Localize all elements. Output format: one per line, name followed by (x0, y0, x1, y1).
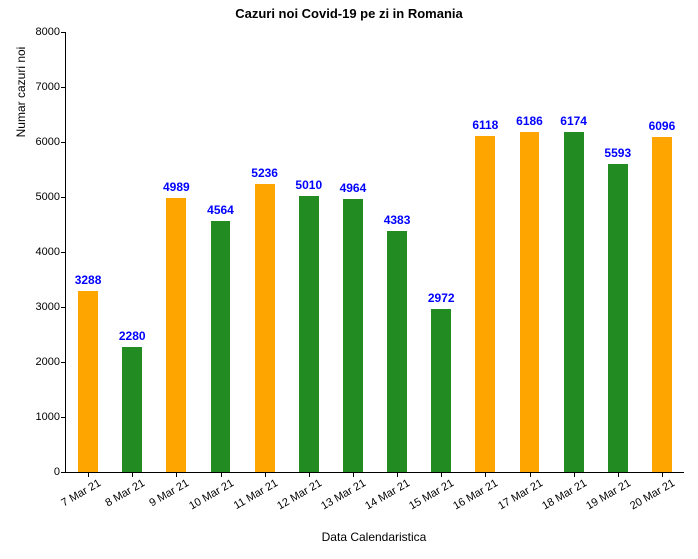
bar-value-label: 6118 (472, 118, 498, 132)
bar-value-label: 4383 (384, 213, 411, 227)
bar (255, 184, 275, 472)
y-tick-mark (61, 197, 66, 198)
x-tick-label: 20 Mar 21 (625, 472, 677, 512)
bar-value-label: 6174 (560, 114, 587, 128)
x-tick-label: 16 Mar 21 (448, 472, 500, 512)
x-tick-label: 13 Mar 21 (316, 472, 368, 512)
y-tick-mark (61, 87, 66, 88)
bar-value-label: 3288 (75, 273, 102, 287)
bar-value-label: 2280 (119, 329, 146, 343)
bar (608, 164, 628, 472)
chart-title: Cazuri noi Covid-19 pe zi in Romania (0, 6, 698, 21)
x-tick-label: 18 Mar 21 (537, 472, 589, 512)
bar-value-label: 6186 (516, 114, 543, 128)
bar-value-label: 6096 (649, 119, 676, 133)
y-tick-mark (61, 307, 66, 308)
y-tick-mark (61, 32, 66, 33)
bar (122, 347, 142, 472)
y-tick-mark (61, 362, 66, 363)
x-tick-label: 11 Mar 21 (228, 472, 279, 512)
bar (652, 137, 672, 472)
bar-value-label: 5010 (295, 178, 322, 192)
bar-value-label: 4964 (340, 181, 367, 195)
chart-container: Cazuri noi Covid-19 pe zi in Romania Num… (0, 0, 698, 559)
x-tick-label: 8 Mar 21 (101, 472, 148, 509)
bar (520, 132, 540, 472)
x-tick-label: 14 Mar 21 (360, 472, 412, 512)
y-tick-mark (61, 252, 66, 253)
x-tick-label: 12 Mar 21 (272, 472, 324, 512)
bar (564, 132, 584, 472)
bar-value-label: 4564 (207, 203, 234, 217)
x-tick-label: 9 Mar 21 (145, 472, 192, 509)
x-tick-label: 15 Mar 21 (404, 472, 456, 512)
bar-value-label: 5593 (604, 146, 631, 160)
plot-area: 01000200030004000500060007000800032887 M… (65, 32, 684, 473)
bar (431, 309, 451, 472)
bar-value-label: 2972 (428, 291, 455, 305)
bar-value-label: 4989 (163, 180, 190, 194)
bar (387, 231, 407, 472)
y-tick-mark (61, 417, 66, 418)
bar (78, 291, 98, 472)
x-tick-label: 10 Mar 21 (184, 472, 236, 512)
bar (211, 221, 231, 472)
bar-value-label: 5236 (251, 166, 278, 180)
bar (475, 136, 495, 472)
x-tick-label: 17 Mar 21 (493, 472, 545, 512)
bar (166, 198, 186, 472)
y-tick-mark (61, 472, 66, 473)
bar (299, 196, 319, 472)
x-axis-label: Data Calendaristica (65, 530, 683, 544)
bar (343, 199, 363, 472)
y-tick-mark (61, 142, 66, 143)
x-tick-label: 19 Mar 21 (581, 472, 633, 512)
y-axis-label: Numar cazuri noi (14, 0, 28, 312)
